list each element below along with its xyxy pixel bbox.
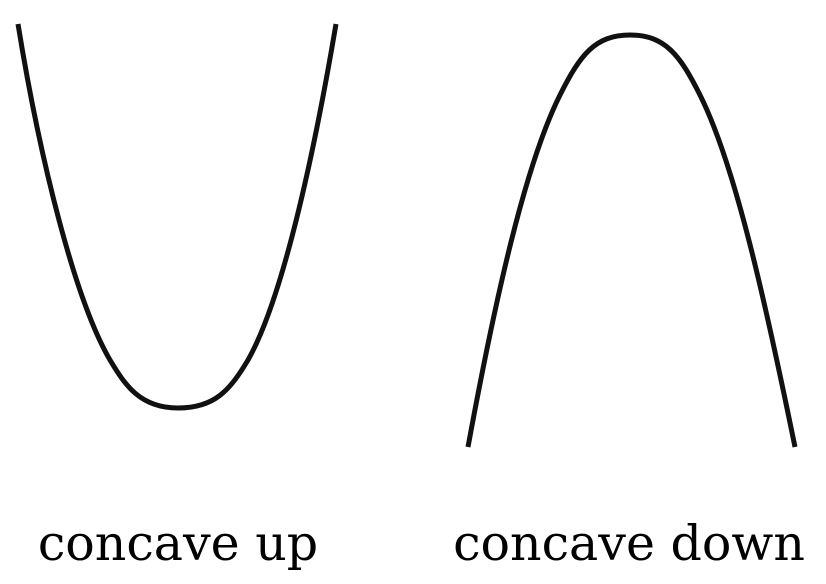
concave-down-curve: [465, 32, 798, 448]
concave-up-curve: [15, 23, 339, 411]
concave-down-label: concave down: [453, 515, 805, 572]
concave-up-label: concave up: [37, 515, 319, 572]
